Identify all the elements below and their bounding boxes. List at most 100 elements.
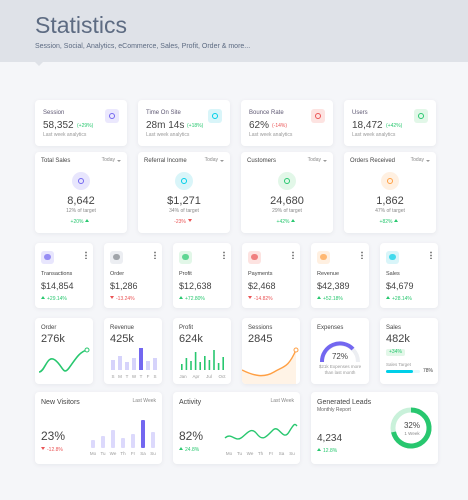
icon-glyph [182,254,189,260]
change: -23% [138,219,230,225]
note: than last month [324,370,356,375]
value: 4,234 [317,433,343,444]
expenses-chart-card: Expenses 72% $21k Expenses more than last m… [311,318,369,384]
day-label: Fr [269,451,274,456]
value: 624k [179,333,203,345]
menu [361,251,363,259]
icon [105,109,119,123]
icon-glyph [284,178,290,184]
arrow [317,448,321,451]
value: 8,642 [67,195,95,207]
icon-glyph [212,113,218,119]
title: Activity [179,399,202,406]
label: Customers [247,158,277,164]
target-card: Referral Income Today $1,271 34% of target -… [138,152,230,233]
page-title: Statistics [35,12,128,38]
change: (+18%) [187,123,204,129]
arrow [386,296,390,299]
transaction-card: Revenue $42,389 +52.18% [311,243,369,308]
value: 425k [110,333,134,345]
chart: Mo Tu We Th Fr Sa Su [224,423,298,456]
value: 23% [41,429,66,443]
donut-value-text: 32% [403,421,420,430]
label: Profit [179,271,192,277]
order-chart-card: Order 276k [35,318,93,384]
month-label: Jul [206,374,212,379]
note: $21k Expenses more [318,364,362,369]
change-text: +82% [379,219,393,225]
label: Orders Received [350,158,396,164]
day-label: W [132,374,137,379]
value: 2845 [248,333,273,345]
bar [111,360,115,370]
note: Last week analytics [249,132,293,138]
day-label: Tu [100,451,106,456]
label: Profit [179,325,194,331]
bar [213,350,215,370]
change-text: 12.8% [323,448,338,454]
value: 276k [41,333,65,345]
change: +82% [344,219,436,225]
label: Sales [386,325,402,331]
day-label: Tu [237,451,243,456]
day-label: Th [258,451,264,456]
period: Today [204,157,218,163]
leads-card: Generated Leads Monthly Report 4,234 12.8% 3… [311,392,438,464]
bar [222,357,224,370]
sales-chart-card: Sales 482k +34% Sales Target 78% [380,318,438,384]
target: 47% of target [375,208,405,214]
icon-glyph [387,178,393,184]
chart: Jan Apr Jul Oct [179,350,226,379]
icon [72,172,90,190]
label: Order [41,325,57,331]
period: Today [307,157,321,163]
change-text: +72.80% [185,296,205,302]
icon-glyph [315,113,321,119]
change-text: -23% [174,219,186,225]
value: $42,389 [317,281,350,291]
menu [85,251,87,259]
month-label: Jan [179,374,187,379]
change: +28.14% [384,296,412,302]
label: Revenue [110,325,135,331]
change-text: +29.14% [47,296,67,302]
label: Total Sales [41,158,71,164]
icon-glyph [181,178,187,184]
period: Last Week [270,398,294,404]
label: Users [352,110,368,116]
bar [141,420,145,448]
bar [125,362,129,370]
note: Last week analytics [352,132,396,138]
arrow [41,447,45,450]
change: +29.14% [39,296,67,302]
value: 58,352 [43,120,74,131]
change-text: -14.82% [254,296,273,302]
target-card: Total Sales Today 8,642 12% of target +20% [35,152,127,233]
icon-glyph [418,113,424,119]
change-text: -13.24% [116,296,135,302]
day-label: F [147,374,150,379]
bar [190,361,192,370]
target-value: 78% [423,368,434,374]
target-label: Sales Target [386,362,411,367]
note: Last week analytics [146,132,190,138]
day-label: T [126,374,129,379]
subtitle: Monthly Report [317,407,351,413]
day-label: Sa [140,451,146,456]
period: Last Week [132,398,156,404]
transaction-card: Transactions $14,854 +29.14% [35,243,93,308]
header-pointer [35,62,43,66]
bar [131,434,135,448]
day-label: S [153,374,156,379]
gauge-value-text: 72% [331,352,348,361]
bar [208,360,211,370]
icon [110,251,123,264]
icon [208,109,222,123]
bar [101,436,105,448]
label: Expenses [317,325,344,331]
value: $1,271 [167,195,201,207]
icon-glyph [320,254,327,260]
day-label: Fr [131,451,136,456]
change: 24.8% [177,447,199,453]
day-label: Su [150,451,156,456]
